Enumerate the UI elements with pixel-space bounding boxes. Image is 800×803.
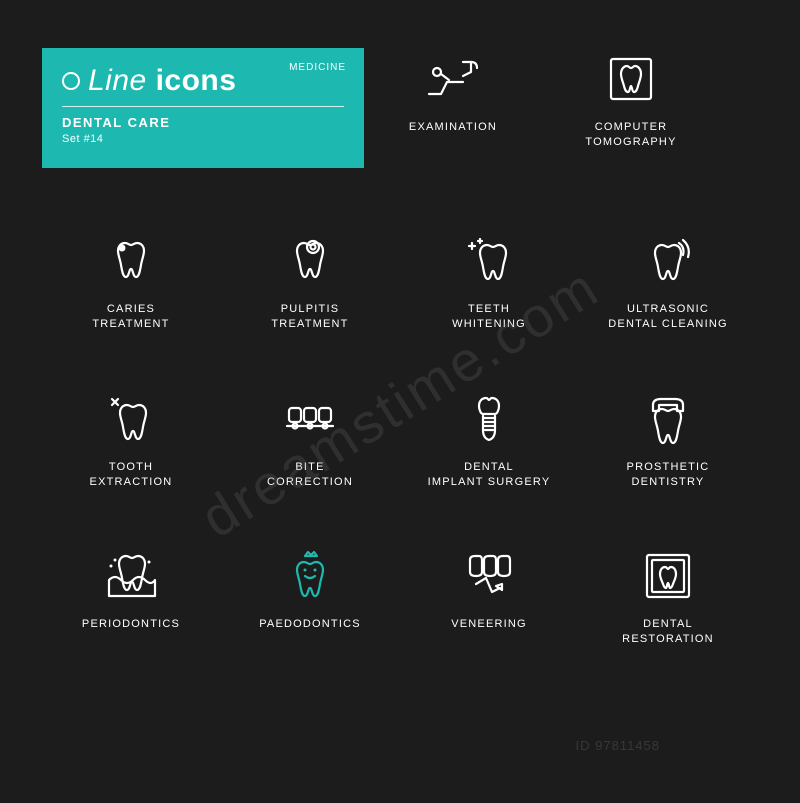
- label-extraction: TOOTHEXTRACTION: [90, 460, 173, 490]
- caries-icon: [106, 230, 156, 292]
- cell-veneering: VENEERING: [400, 545, 578, 647]
- set-number: Set #14: [62, 133, 344, 145]
- bite-icon: [283, 388, 337, 450]
- cell-ultrasonic: ULTRASONICDENTAL CLEANING: [579, 230, 757, 332]
- cell-restoration: DENTALRESTORATION: [579, 545, 757, 647]
- implant-icon: [469, 388, 509, 450]
- prosthetic-icon: [643, 388, 693, 450]
- icon-grid: CARIESTREATMENT PULPITISTREATMENT TEETHW…: [42, 230, 758, 647]
- cell-examination: EXAMINATION: [364, 48, 542, 150]
- subject: DENTAL CARE: [62, 115, 344, 130]
- cell-implant: DENTALIMPLANT SURGERY: [400, 388, 578, 490]
- divider: [62, 106, 344, 107]
- cell-pulpitis: PULPITISTREATMENT: [221, 230, 399, 332]
- logo-text: Line icons: [88, 64, 236, 98]
- label-restoration: DENTALRESTORATION: [622, 617, 714, 647]
- pulpitis-icon: [285, 230, 335, 292]
- tomography-icon: [605, 48, 657, 110]
- cell-extraction: TOOTHEXTRACTION: [42, 388, 220, 490]
- whitening-icon: [464, 230, 514, 292]
- label-paedodontics: PAEDODONTICS: [259, 617, 361, 632]
- header-row: MEDICINE Line icons DENTAL CARE Set #14: [42, 48, 758, 168]
- label-tomography: COMPUTERTOMOGRAPHY: [585, 120, 676, 150]
- cell-periodontics: PERIODONTICS: [42, 545, 220, 647]
- ultrasonic-icon: [643, 230, 693, 292]
- cell-caries: CARIESTREATMENT: [42, 230, 220, 332]
- title-block: MEDICINE Line icons DENTAL CARE Set #14: [42, 48, 364, 168]
- cell-prosthetic: PROSTHETICDENTISTRY: [579, 388, 757, 490]
- label-whitening: TEETHWHITENING: [452, 302, 526, 332]
- logo-light: Line: [88, 64, 147, 97]
- label-caries: CARIESTREATMENT: [92, 302, 169, 332]
- header-icons: EXAMINATION COMPUTERTOMOGRAPHY: [364, 48, 758, 150]
- cell-bite: BITECORRECTION: [221, 388, 399, 490]
- veneering-icon: [462, 545, 516, 607]
- label-pulpitis: PULPITISTREATMENT: [271, 302, 348, 332]
- logo-bold: icons: [156, 64, 237, 97]
- header-tag: MEDICINE: [289, 62, 346, 73]
- watermark-id: ID 97811458: [576, 738, 661, 753]
- cell-tomography: COMPUTERTOMOGRAPHY: [542, 48, 720, 150]
- paedodontics-icon: [285, 545, 335, 607]
- label-prosthetic: PROSTHETICDENTISTRY: [627, 460, 710, 490]
- label-bite: BITECORRECTION: [267, 460, 353, 490]
- label-ultrasonic: ULTRASONICDENTAL CLEANING: [608, 302, 727, 332]
- cell-paedodontics: PAEDODONTICS: [221, 545, 399, 647]
- restoration-icon: [642, 545, 694, 607]
- label-implant: DENTALIMPLANT SURGERY: [428, 460, 551, 490]
- label-examination: EXAMINATION: [409, 120, 497, 135]
- logo-circle-icon: [62, 72, 80, 90]
- extraction-icon: [106, 388, 156, 450]
- cell-whitening: TEETHWHITENING: [400, 230, 578, 332]
- examination-icon: [423, 48, 483, 110]
- periodontics-icon: [105, 545, 157, 607]
- label-periodontics: PERIODONTICS: [82, 617, 180, 632]
- label-veneering: VENEERING: [451, 617, 527, 632]
